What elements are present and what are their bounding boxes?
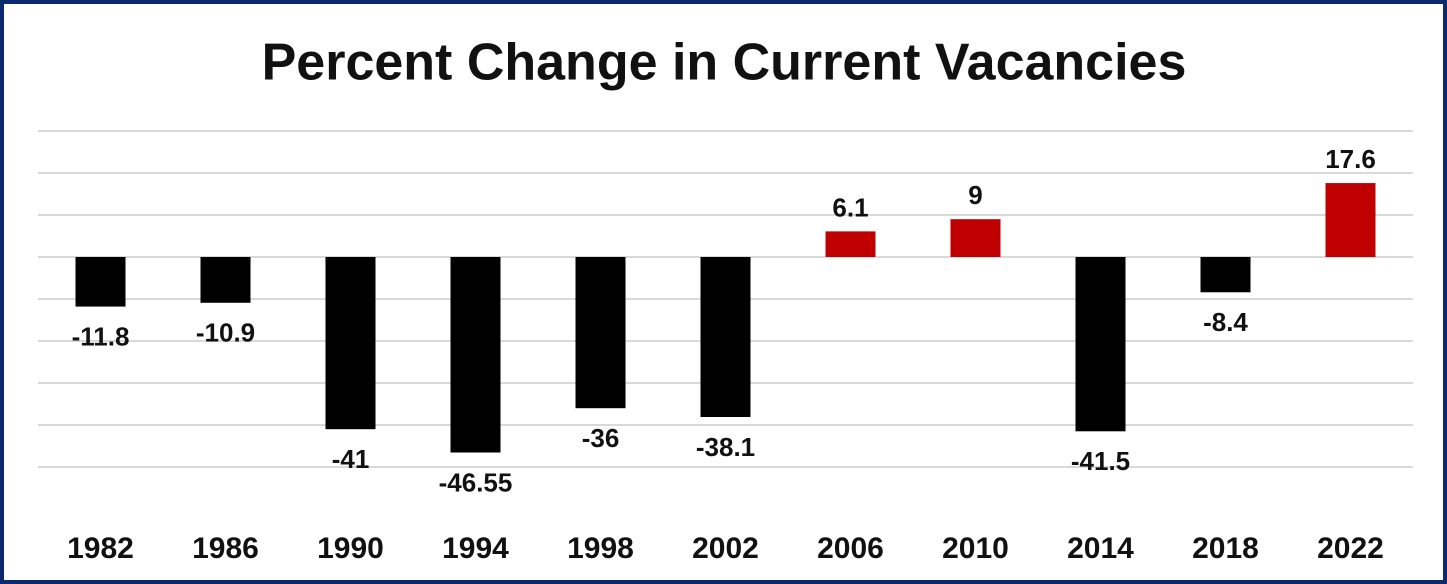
x-tick-label: 2014 [1067, 532, 1134, 565]
bar [450, 257, 501, 453]
x-tick-label: 1982 [67, 532, 134, 565]
bar [1200, 257, 1251, 293]
value-label: -41 [332, 444, 370, 474]
chart-title: Percent Change in Current Vacancies [262, 34, 1187, 92]
x-tick-label: 1986 [192, 532, 259, 565]
x-tick-label: 2002 [692, 532, 759, 565]
value-label: 6.1 [832, 192, 868, 222]
value-label: 9 [968, 180, 982, 210]
value-label: -8.4 [1203, 307, 1248, 337]
bar [700, 257, 751, 418]
bar [1075, 257, 1126, 432]
value-label: -41.5 [1071, 446, 1130, 476]
value-label: -46.55 [439, 467, 513, 497]
bar [1325, 183, 1376, 257]
x-tick-label: 1998 [567, 532, 634, 565]
x-tick-label: 2022 [1317, 532, 1384, 565]
bar [825, 231, 876, 257]
bar [200, 257, 251, 303]
bar [75, 257, 126, 307]
x-tick-label: 2006 [817, 532, 884, 565]
bar [950, 219, 1001, 257]
x-tick-label: 1994 [442, 532, 509, 565]
value-label: -10.9 [196, 318, 255, 348]
x-tick-label: 2018 [1192, 532, 1259, 565]
value-label: -36 [582, 423, 620, 453]
value-label: 17.6 [1325, 144, 1376, 174]
x-tick-label: 1990 [317, 532, 384, 565]
bar [575, 257, 626, 409]
value-label: -11.8 [72, 321, 130, 351]
value-label: -38.1 [696, 432, 755, 462]
bar [325, 257, 376, 430]
x-tick-label: 2010 [942, 532, 1009, 565]
